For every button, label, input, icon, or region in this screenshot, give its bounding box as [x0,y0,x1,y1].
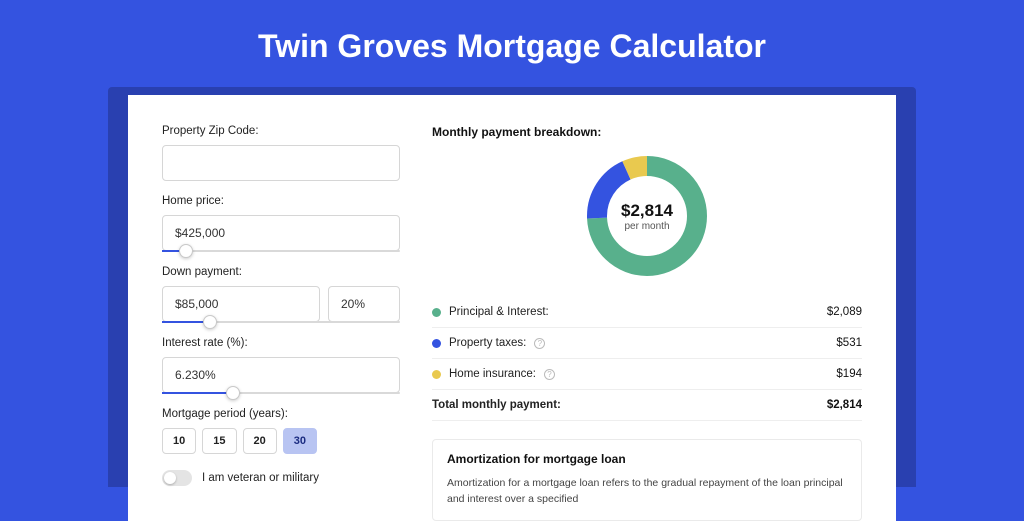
interest-rate-input[interactable] [162,357,400,393]
total-value: $2,814 [827,399,862,411]
amortization-box: Amortization for mortgage loan Amortizat… [432,439,862,521]
line-item-label: Home insurance: [449,368,536,380]
period-button-15[interactable]: 15 [202,428,236,454]
line-item-home_insurance: Home insurance:? $194 [432,359,862,390]
veteran-toggle[interactable] [162,470,192,486]
slider-thumb[interactable] [226,386,240,400]
down-payment-group: Down payment: [162,266,400,323]
line-item-principal_interest: Principal & Interest: $2,089 [432,297,862,328]
home-price-slider[interactable] [162,250,400,252]
period-button-20[interactable]: 20 [243,428,277,454]
breakdown-column: Monthly payment breakdown: $2,814 per mo… [432,125,862,521]
calculator-card: Property Zip Code: Home price: Down paym… [128,95,896,521]
line-item-label: Principal & Interest: [449,306,549,318]
interest-rate-label: Interest rate (%): [162,337,400,349]
veteran-label: I am veteran or military [202,472,319,484]
line-item-value: $2,089 [827,306,862,318]
interest-rate-group: Interest rate (%): [162,337,400,394]
breakdown-title: Monthly payment breakdown: [432,125,862,139]
slider-thumb[interactable] [203,315,217,329]
home-price-group: Home price: [162,195,400,252]
donut-chart: $2,814 per month [584,153,710,279]
down-payment-percent-input[interactable] [328,286,400,322]
down-payment-slider[interactable] [162,321,400,323]
legend-dot [432,370,441,379]
period-button-30[interactable]: 30 [283,428,317,454]
line-item-value: $194 [836,368,862,380]
form-column: Property Zip Code: Home price: Down paym… [162,125,400,521]
amortization-title: Amortization for mortgage loan [447,452,847,466]
zip-label: Property Zip Code: [162,125,400,137]
line-item-total: Total monthly payment: $2,814 [432,390,862,421]
slider-thumb[interactable] [179,244,193,258]
zip-input[interactable] [162,145,400,181]
mortgage-period-group: Mortgage period (years): 1015 2030 [162,408,400,454]
toggle-knob [164,472,176,484]
period-button-10[interactable]: 10 [162,428,196,454]
interest-rate-slider[interactable] [162,392,400,394]
line-item-value: $531 [836,337,862,349]
page-title: Twin Groves Mortgage Calculator [0,0,1024,87]
mortgage-period-label: Mortgage period (years): [162,408,400,420]
line-item-label: Property taxes: [449,337,526,349]
line-item-property_taxes: Property taxes:? $531 [432,328,862,359]
down-payment-label: Down payment: [162,266,400,278]
total-label: Total monthly payment: [432,399,561,411]
legend-dot [432,308,441,317]
home-price-label: Home price: [162,195,400,207]
donut-center-sub: per month [624,221,669,232]
legend-dot [432,339,441,348]
donut-center: $2,814 per month [584,153,710,279]
donut-chart-wrap: $2,814 per month [432,153,862,279]
donut-center-value: $2,814 [621,201,673,221]
amortization-text: Amortization for a mortgage loan refers … [447,476,847,508]
home-price-input[interactable] [162,215,400,251]
down-payment-amount-input[interactable] [162,286,320,322]
veteran-toggle-row: I am veteran or military [162,470,400,486]
zip-field-group: Property Zip Code: [162,125,400,181]
info-icon[interactable]: ? [544,369,555,380]
info-icon[interactable]: ? [534,338,545,349]
